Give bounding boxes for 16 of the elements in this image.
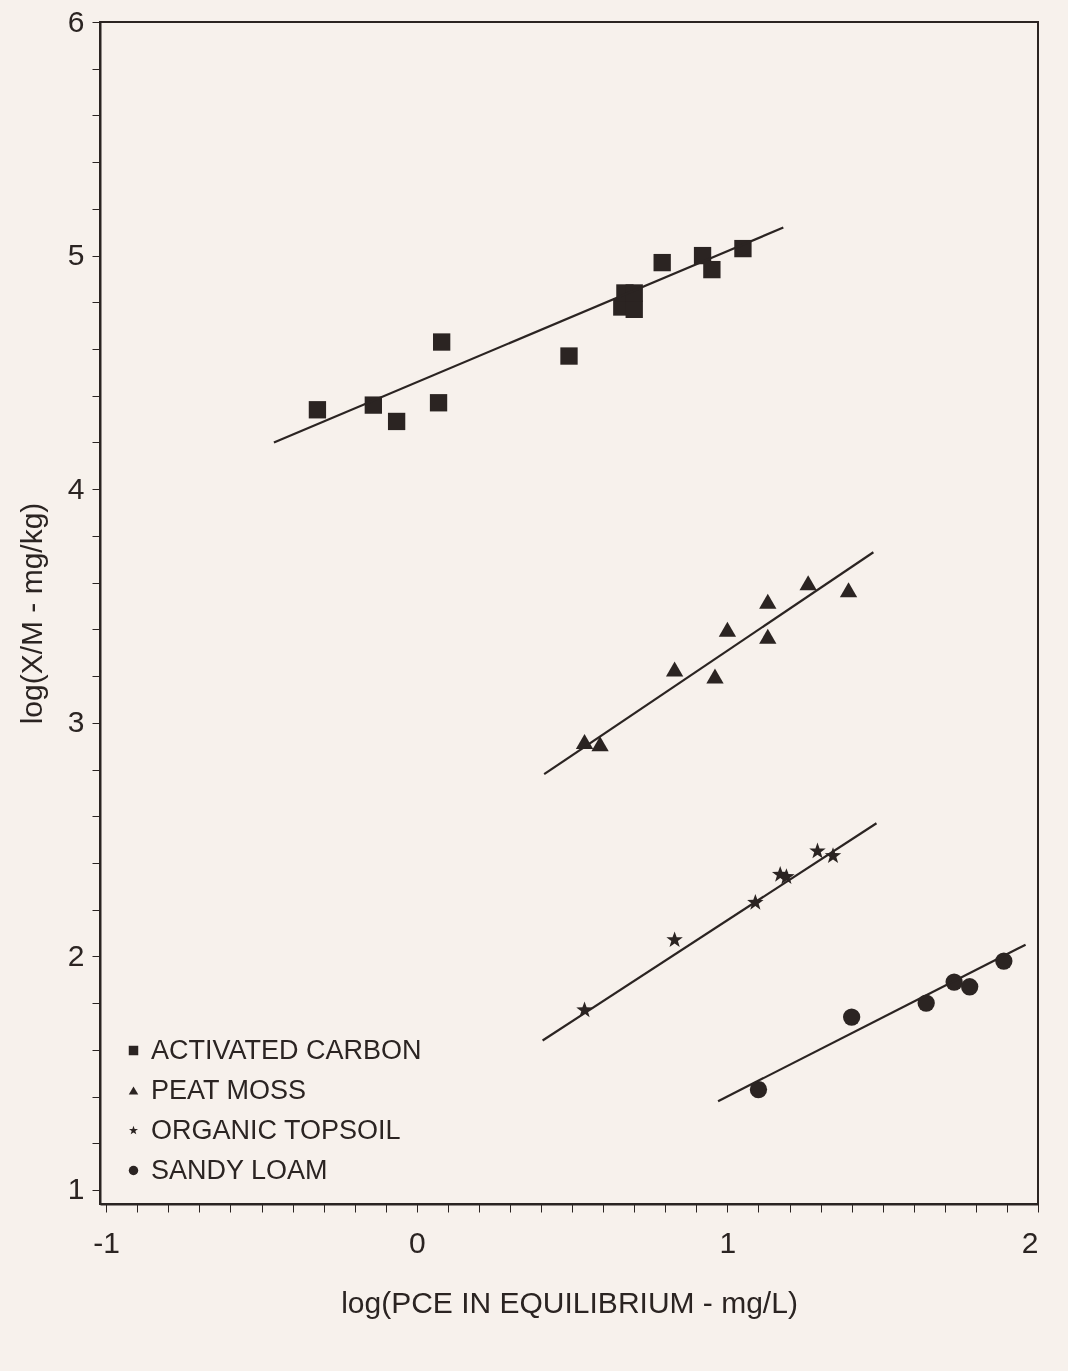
x-axis-title: log(PCE IN EQUILIBRIUM - mg/L) (341, 1285, 798, 1319)
y-tick-label: 5 (67, 238, 85, 272)
y-tick-label: 4 (67, 471, 85, 505)
y-axis-title: log(X/M - mg/kg) (14, 502, 48, 725)
legend-label: ORGANIC TOPSOIL (151, 1114, 401, 1145)
x-tick-label: 1 (719, 1225, 737, 1259)
legend-label: SANDY LOAM (151, 1154, 328, 1185)
legend-label: ACTIVATED CARBON (151, 1034, 422, 1065)
x-tick-label: 0 (408, 1225, 426, 1259)
legend-label: PEAT MOSS (151, 1074, 307, 1105)
y-tick-label: 3 (67, 705, 85, 739)
y-tick-label: 1 (67, 1172, 85, 1206)
y-tick-label: 6 (67, 4, 85, 38)
y-tick-label: 2 (67, 938, 85, 972)
x-tick-label: -1 (93, 1225, 121, 1259)
x-tick-label: 2 (1021, 1225, 1039, 1259)
